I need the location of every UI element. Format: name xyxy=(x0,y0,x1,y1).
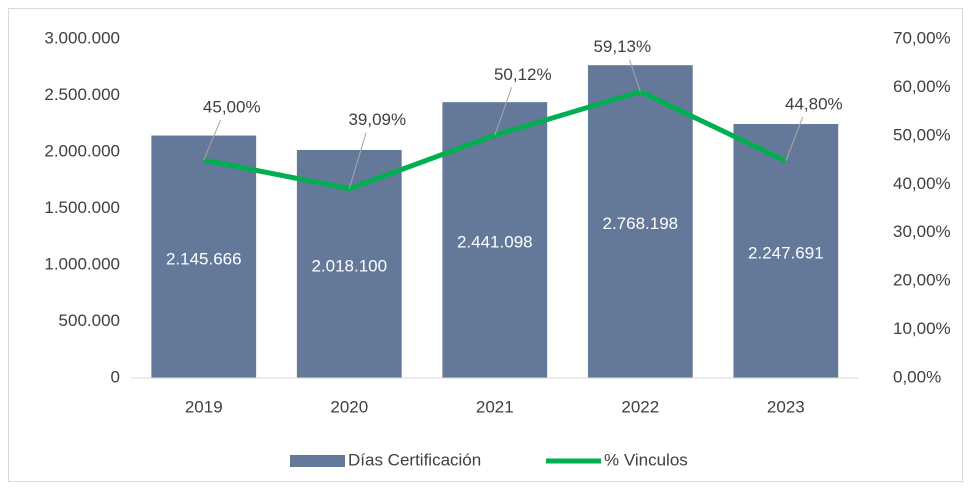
legend-label: Días Certificación xyxy=(348,450,481,469)
leader-line xyxy=(348,132,367,189)
leader-line xyxy=(629,59,641,92)
bar xyxy=(587,65,693,378)
bar xyxy=(733,124,839,378)
x-tick-label: 2019 xyxy=(185,397,223,416)
line-value-label: 50,12% xyxy=(494,65,552,84)
y2-tick-label: 60,00% xyxy=(893,77,951,96)
y2-tick-label: 20,00% xyxy=(893,271,951,290)
leader-line xyxy=(494,87,513,136)
y-tick-label: 500.000 xyxy=(59,311,120,330)
y2-tick-label: 10,00% xyxy=(893,319,951,338)
bar-value-label: 2.247.691 xyxy=(748,243,824,262)
x-tick-label: 2022 xyxy=(621,397,659,416)
y2-tick-label: 30,00% xyxy=(893,222,951,241)
y2-tick-label: 40,00% xyxy=(893,174,951,193)
bar xyxy=(151,135,257,378)
legend-label: % Vinculos xyxy=(604,450,688,469)
line-value-label: 44,80% xyxy=(785,95,843,114)
y-tick-label: 1.000.000 xyxy=(44,254,120,273)
y2-tick-label: 0,00% xyxy=(893,367,941,386)
line-value-label: 39,09% xyxy=(348,110,406,129)
y-tick-label: 3.000.000 xyxy=(44,28,120,47)
bar-value-label: 2.145.666 xyxy=(166,249,242,268)
line-value-label: 59,13% xyxy=(593,37,651,56)
y2-tick-label: 50,00% xyxy=(893,125,951,144)
legend-swatch xyxy=(290,455,345,467)
x-tick-label: 2020 xyxy=(330,397,368,416)
leader-line xyxy=(203,119,222,161)
leader-line xyxy=(785,116,804,162)
bar-value-label: 2.018.100 xyxy=(311,256,387,275)
line-value-label: 45,00% xyxy=(203,98,261,117)
y-tick-label: 0 xyxy=(111,367,120,386)
bar-value-label: 2.768.198 xyxy=(602,214,678,233)
y-tick-label: 2.000.000 xyxy=(44,141,120,160)
bar-value-label: 2.441.098 xyxy=(457,233,533,252)
y-tick-label: 1.500.000 xyxy=(44,198,120,217)
y-tick-label: 2.500.000 xyxy=(44,85,120,104)
x-tick-label: 2023 xyxy=(767,397,805,416)
x-tick-label: 2021 xyxy=(476,397,514,416)
y2-tick-label: 70,00% xyxy=(893,28,951,47)
